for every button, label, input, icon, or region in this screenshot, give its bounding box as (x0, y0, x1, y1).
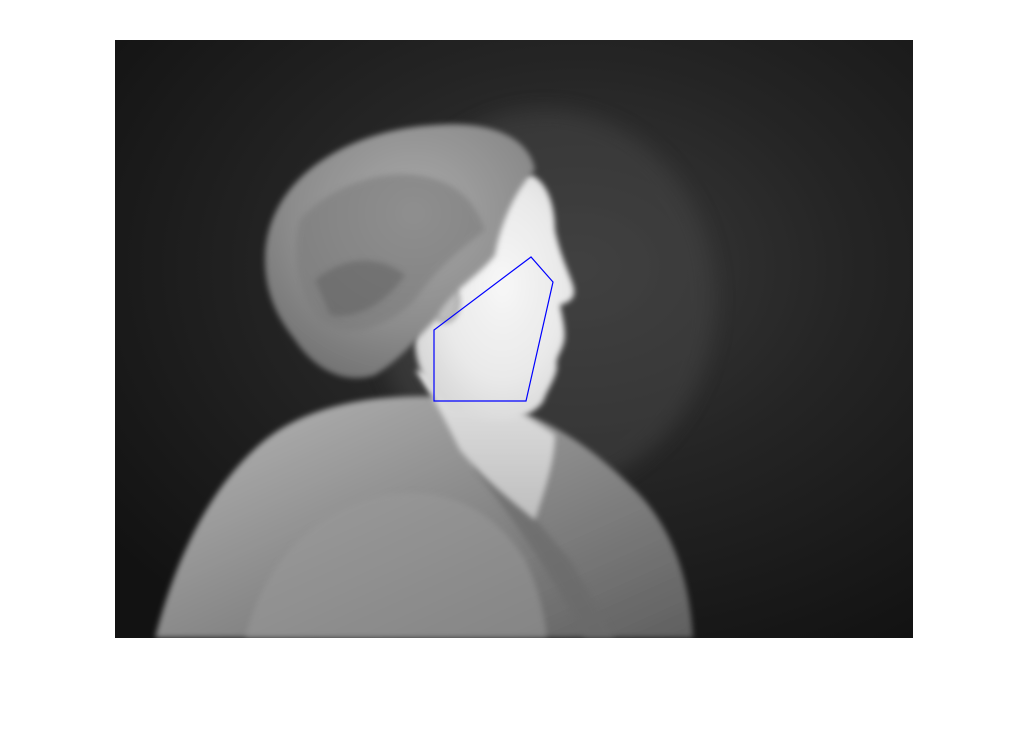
neck (415, 370, 555, 520)
robe-fold (245, 492, 547, 638)
hair-cap-shadow (315, 260, 405, 316)
image-axes (115, 40, 913, 638)
thermal-image (115, 40, 913, 638)
face-roi-polygon (433, 256, 554, 402)
